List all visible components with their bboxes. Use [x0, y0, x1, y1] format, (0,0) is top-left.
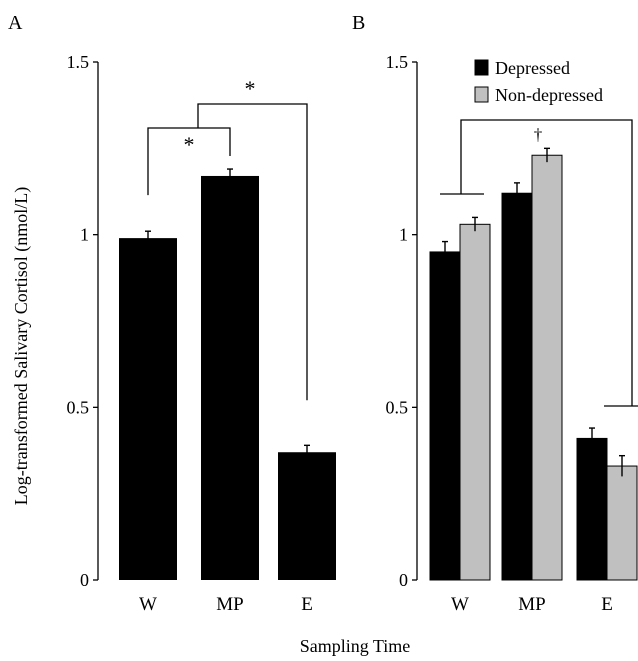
significance-bracket [197, 103, 308, 401]
x-tick-label: W [139, 594, 157, 615]
y-tick-label: 0 [80, 570, 89, 590]
legend: Depressed Non-depressed [474, 58, 603, 105]
y-tick-label: 1 [80, 225, 89, 245]
y-tick-label: 0.5 [67, 397, 90, 417]
panel-b-chart: 0 0.5 1 1.5 W MP E † [386, 52, 638, 615]
panel-b-label: B [352, 12, 365, 34]
bar [429, 251, 461, 581]
x-tick-label: W [451, 594, 469, 615]
bar [576, 437, 608, 581]
y-tick-label: 1.5 [386, 52, 409, 72]
bar [201, 175, 259, 580]
legend-swatch [474, 59, 489, 76]
bar [119, 238, 177, 580]
significance-marker: * [245, 76, 256, 101]
y-axis-title: Log-transformed Salivary Cortisol (nmol/… [11, 187, 32, 505]
bar [459, 223, 491, 581]
significance-bracket [460, 119, 633, 406]
x-axis-title: Sampling Time [300, 636, 411, 656]
x-tick-label: E [301, 594, 313, 615]
significance-bracket [147, 127, 231, 196]
bar [531, 154, 563, 581]
y-tick-label: 0 [399, 570, 408, 590]
y-tick-label: 0.5 [386, 397, 409, 417]
panel-a-chart: 0 0.5 1 1.5 W MP E * * [67, 52, 336, 615]
x-tick-label: MP [518, 594, 545, 615]
legend-label: Depressed [495, 58, 570, 78]
bar [501, 192, 533, 581]
significance-marker: * [184, 132, 195, 157]
x-tick-label: MP [216, 594, 243, 615]
bar [278, 452, 336, 580]
panel-a-label: A [8, 12, 23, 34]
significance-marker: † [534, 125, 543, 144]
y-tick-label: 1 [399, 225, 408, 245]
y-tick-label: 1.5 [67, 52, 90, 72]
legend-swatch [474, 86, 489, 103]
x-tick-label: E [601, 594, 613, 615]
legend-label: Non-depressed [495, 85, 603, 105]
bar [606, 465, 638, 581]
